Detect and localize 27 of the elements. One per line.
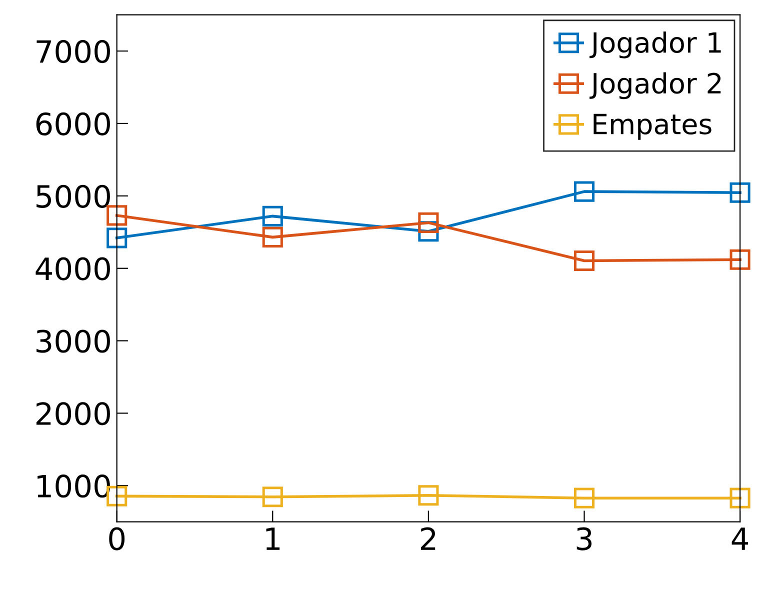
point xyxy=(574,181,595,202)
y-tick-label: 4000 xyxy=(36,257,110,280)
point xyxy=(106,228,128,248)
point xyxy=(574,488,595,508)
legend-label: Jogador 1 xyxy=(590,31,721,58)
point xyxy=(418,485,439,506)
point xyxy=(730,488,750,508)
point xyxy=(262,486,283,508)
x-tick-label: 2 xyxy=(420,527,436,550)
legend-label: Jogador 2 xyxy=(590,72,721,100)
x-tick-label: 0 xyxy=(109,527,125,550)
x-tick-label: 3 xyxy=(576,527,592,550)
x-tick-label: 4 xyxy=(732,528,748,550)
point xyxy=(262,226,283,248)
y-tick-label: 3000 xyxy=(36,330,110,353)
y-tick-label: 7000 xyxy=(36,40,110,64)
y-tick-label: 6000 xyxy=(36,112,110,136)
point xyxy=(730,182,750,203)
y-tick-label: 5000 xyxy=(36,184,110,208)
x-tick-label: 1 xyxy=(266,528,280,550)
point xyxy=(418,212,439,233)
point xyxy=(730,249,750,270)
legend-label: Empates xyxy=(594,114,712,140)
point xyxy=(262,206,283,226)
y-tick-label: 2000 xyxy=(36,402,110,426)
point xyxy=(574,250,595,272)
y-tick-label: 1000 xyxy=(38,474,110,498)
